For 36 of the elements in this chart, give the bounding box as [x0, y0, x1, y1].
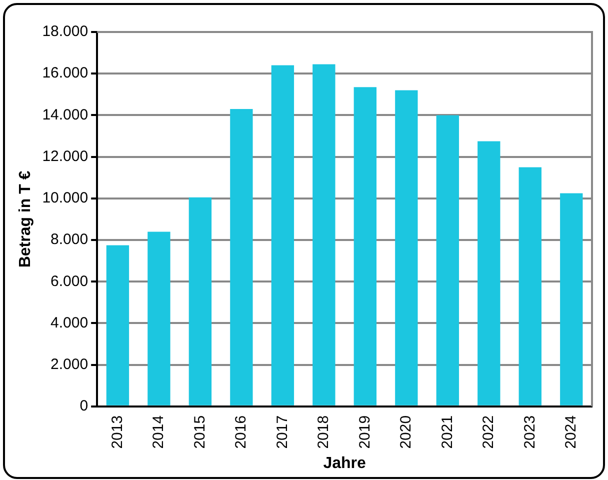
y-tick-label: 16.000: [42, 64, 88, 82]
bar: [436, 115, 459, 406]
x-tick-label: 2022: [480, 415, 498, 449]
y-tick-label: 6.000: [50, 272, 88, 290]
bar: [354, 87, 377, 406]
x-tick-label: 2019: [356, 415, 374, 449]
bar: [395, 90, 418, 406]
x-tick-label: 2018: [315, 415, 332, 449]
x-tick-label: 2021: [438, 415, 456, 449]
y-tick-label: 2.000: [50, 356, 88, 373]
x-tick-label: 2023: [521, 415, 538, 449]
y-tick-label: 0: [80, 398, 88, 415]
y-tick-label: 8.000: [50, 231, 88, 248]
y-tick-label: 18.000: [42, 23, 88, 40]
x-tick-label: 2024: [562, 415, 580, 449]
bar: [106, 245, 130, 406]
bar: [148, 232, 170, 406]
x-tick-label: 2013: [108, 415, 126, 449]
bar: [312, 64, 336, 406]
y-tick-label: 12.000: [42, 148, 88, 165]
x-tick-label: 2016: [232, 415, 250, 449]
bar: [271, 65, 294, 406]
y-tick-label: 10.000: [42, 190, 88, 207]
x-tick-label: 2020: [398, 415, 415, 449]
bar: [478, 141, 500, 406]
x-tick-label: 2015: [191, 415, 208, 449]
bar: [518, 167, 542, 406]
x-tick-label: 2014: [150, 415, 168, 449]
y-tick-label: 4.000: [50, 314, 88, 332]
bar: [560, 193, 583, 406]
y-tick-label: 14.000: [42, 106, 88, 124]
x-axis-title: Jahre: [323, 454, 366, 472]
y-axis-title: Betrag in T €: [17, 170, 34, 268]
x-tick-label: 2017: [274, 415, 291, 449]
bar: [188, 197, 212, 406]
bar: [230, 108, 253, 406]
